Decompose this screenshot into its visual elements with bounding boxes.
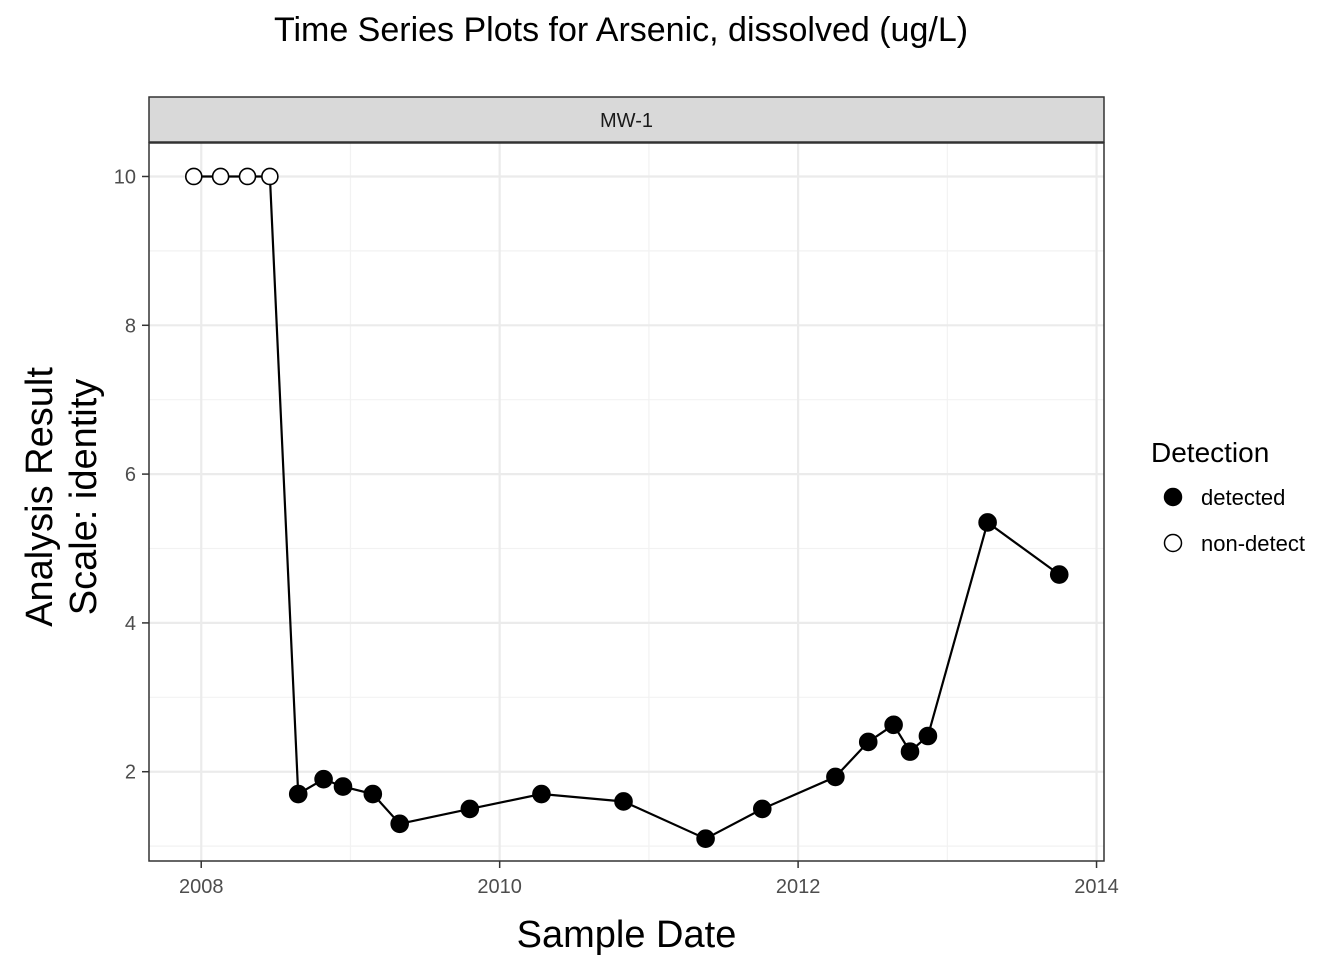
data-point-detected bbox=[902, 743, 919, 760]
x-tick-label: 2008 bbox=[179, 876, 224, 898]
legend-key-non-detect bbox=[1165, 535, 1182, 552]
data-point-detected bbox=[364, 786, 381, 803]
data-point-detected bbox=[615, 793, 632, 810]
x-tick-label: 2014 bbox=[1074, 876, 1119, 898]
data-point-detected bbox=[827, 768, 844, 785]
data-point-detected bbox=[885, 716, 902, 733]
data-point-detected bbox=[1051, 566, 1068, 583]
data-point-detected bbox=[461, 800, 478, 817]
y-axis-title-line-2: Scale: identity bbox=[63, 379, 105, 616]
facet-strip-label: MW-1 bbox=[600, 110, 653, 132]
data-point-non-detect bbox=[239, 168, 255, 184]
data-point-non-detect bbox=[213, 168, 229, 184]
data-point-non-detect bbox=[262, 168, 278, 184]
data-point-detected bbox=[290, 786, 307, 803]
data-point-detected bbox=[315, 771, 332, 788]
x-tick-label: 2012 bbox=[776, 876, 821, 898]
data-point-detected bbox=[533, 786, 550, 803]
y-tick-label: 4 bbox=[125, 613, 136, 635]
y-tick-label: 2 bbox=[125, 762, 136, 784]
data-point-detected bbox=[979, 514, 996, 531]
data-point-detected bbox=[754, 800, 771, 817]
legend-label-detected: detected bbox=[1201, 485, 1285, 510]
legend-label-non-detect: non-detect bbox=[1201, 531, 1305, 556]
x-tick-label: 2010 bbox=[477, 876, 522, 898]
data-point-detected bbox=[334, 778, 351, 795]
y-tick-label: 8 bbox=[125, 315, 136, 337]
y-axis-title-line-1: Analysis Result bbox=[19, 367, 61, 627]
data-point-detected bbox=[919, 728, 936, 745]
chart-title: Time Series Plots for Arsenic, dissolved… bbox=[274, 11, 968, 49]
legend-title: Detection bbox=[1151, 437, 1269, 468]
x-axis-title: Sample Date bbox=[517, 914, 737, 956]
data-point-detected bbox=[860, 733, 877, 750]
y-tick-label: 10 bbox=[114, 166, 136, 188]
y-tick-label: 6 bbox=[125, 464, 136, 486]
data-point-detected bbox=[391, 815, 408, 832]
data-point-detected bbox=[697, 830, 714, 847]
data-point-non-detect bbox=[186, 168, 202, 184]
legend-key-detected bbox=[1165, 489, 1182, 506]
